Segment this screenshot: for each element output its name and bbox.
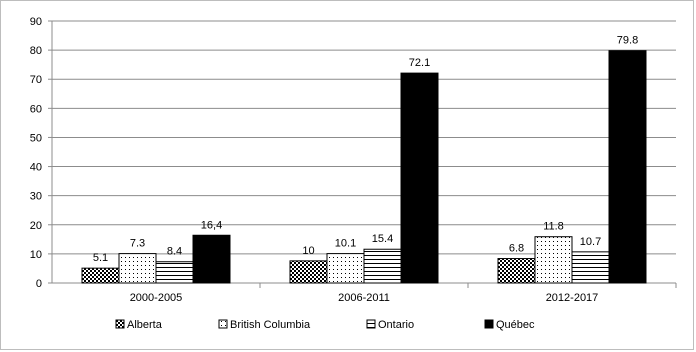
data-label: 8.4 <box>167 246 182 258</box>
x-tick-label: 2012-2017 <box>546 292 599 304</box>
bar-qu-bec-2006-2011 <box>400 72 439 284</box>
data-label: 11.8 <box>543 221 564 233</box>
legend-swatch <box>366 319 376 329</box>
data-label: 10 <box>302 245 314 257</box>
y-tick-label: 40 <box>30 162 42 174</box>
data-label: 6.8 <box>509 243 524 255</box>
legend-label: Ontario <box>378 319 414 331</box>
axes: 0 10 20 30 40 50 60 70 80 90 2000-2005 2006-2011 201… <box>30 16 677 304</box>
gridlines <box>52 20 676 255</box>
y-tick-label: 30 <box>30 191 42 203</box>
data-labels: 5.1 7.3 8.4 16,4 10 10.1 15.4 72.1 6.8 11.8 10.7 79… <box>93 35 638 264</box>
data-label: 16,4 <box>201 219 222 231</box>
bars <box>81 50 647 284</box>
bar-british-columbia-2000-2005 <box>118 253 157 284</box>
y-tick-label: 70 <box>30 74 42 86</box>
legend: Alberta British Columbia Ontario Québec <box>115 319 535 331</box>
legend-swatch <box>115 319 125 329</box>
y-tick-label: 10 <box>30 249 42 261</box>
legend-label: Alberta <box>127 319 163 331</box>
data-label: 10.1 <box>335 238 356 250</box>
bar-alberta-2006-2011 <box>289 260 328 284</box>
data-label: 7.3 <box>130 238 145 250</box>
bar-ontario-2012-2017 <box>571 251 610 284</box>
bar-qu-bec-2000-2005 <box>192 234 231 284</box>
x-tick-label: 2006-2011 <box>338 292 390 304</box>
bar-british-columbia-2012-2017 <box>534 236 573 284</box>
bar-qu-bec-2012-2017 <box>608 50 647 284</box>
legend-label: Québec <box>496 319 535 331</box>
x-tick-label: 2000-2005 <box>130 292 183 304</box>
data-label: 5.1 <box>93 252 108 264</box>
legend-swatch <box>484 319 494 329</box>
y-tick-label: 0 <box>36 278 42 290</box>
data-label: 72.1 <box>409 57 430 69</box>
legend-label: British Columbia <box>230 319 311 331</box>
y-tick-label: 90 <box>30 16 42 28</box>
data-label: 79.8 <box>617 35 638 47</box>
bar-alberta-2012-2017 <box>497 258 536 284</box>
y-tick-label: 50 <box>30 132 42 144</box>
data-label: 10.7 <box>580 236 601 248</box>
bar-ontario-2006-2011 <box>363 248 402 284</box>
y-tick-label: 60 <box>30 103 42 115</box>
data-label: 15.4 <box>372 233 393 245</box>
y-tick-label: 80 <box>30 45 42 57</box>
y-tick-label: 20 <box>30 220 42 232</box>
bar-ontario-2000-2005 <box>155 261 194 284</box>
bar-alberta-2000-2005 <box>81 267 120 284</box>
legend-swatch <box>218 319 228 329</box>
bar-british-columbia-2006-2011 <box>326 253 365 284</box>
